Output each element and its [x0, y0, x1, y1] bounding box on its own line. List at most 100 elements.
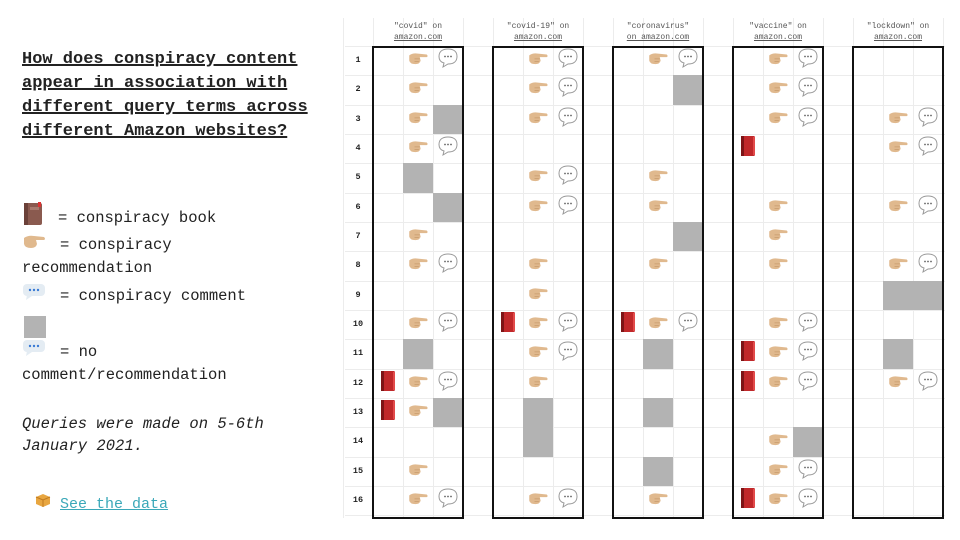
grid-line — [345, 133, 945, 135]
content-cell — [643, 193, 673, 222]
legend-comment: = conspiracy comment — [22, 283, 246, 309]
row-number: 12 — [352, 377, 364, 388]
content-cell — [673, 310, 703, 339]
grid-line — [913, 18, 914, 518]
no-content-cell — [523, 427, 553, 457]
book-icon — [620, 311, 636, 338]
content-cell — [403, 134, 433, 163]
legend-recommendation-label: = conspiracy — [60, 236, 172, 255]
column-header-query: "covid" on — [393, 22, 442, 31]
pointing-hand-icon — [767, 491, 789, 510]
content-cell — [763, 193, 793, 222]
pointing-hand-icon — [767, 198, 789, 217]
content-cell — [523, 193, 553, 222]
speech-bubble-icon — [797, 311, 819, 338]
column-header: "coronavirus" on amazon.com — [613, 21, 703, 43]
column-header-site: amazon.com — [393, 33, 442, 42]
pointing-hand-icon — [407, 110, 429, 129]
content-cell — [733, 339, 763, 368]
content-cell — [793, 46, 823, 75]
content-cell — [373, 369, 403, 398]
content-cell — [763, 427, 793, 456]
content-cell — [763, 222, 793, 251]
pointing-hand-icon — [527, 286, 549, 305]
content-cell — [403, 369, 433, 398]
content-cell — [523, 163, 553, 192]
query-group-box — [852, 46, 944, 519]
row-number: 6 — [355, 201, 361, 212]
content-cell — [913, 251, 943, 280]
content-cell — [433, 310, 463, 339]
book-icon — [380, 399, 396, 426]
content-cell — [793, 310, 823, 339]
column-header-query: "coronavirus" — [626, 22, 690, 31]
content-cell — [793, 75, 823, 104]
content-cell — [403, 486, 433, 515]
no-content-cell — [643, 456, 673, 486]
no-content-cell — [433, 104, 463, 134]
speech-bubble-icon — [797, 47, 819, 74]
no-content-cell — [883, 280, 913, 310]
pointing-hand-icon — [647, 315, 669, 334]
pointing-hand-icon — [767, 256, 789, 275]
row-number: 15 — [352, 465, 364, 476]
pointing-hand-icon — [767, 110, 789, 129]
column-header-site: amazon.com — [753, 33, 802, 42]
content-cell — [553, 486, 583, 515]
legend-none-label: = no — [60, 343, 98, 362]
speech-bubble-icon — [677, 47, 699, 74]
content-cell — [763, 457, 793, 486]
column-header: "vaccine" on amazon.com — [733, 21, 823, 43]
content-cell — [403, 222, 433, 251]
content-cell — [793, 339, 823, 368]
content-cell — [553, 163, 583, 192]
row-number: 3 — [355, 113, 361, 124]
column-header-query: "covid-19" on — [506, 22, 570, 31]
row-number: 7 — [355, 230, 361, 241]
content-cell — [553, 310, 583, 339]
content-cell — [793, 457, 823, 486]
legend-comment-label: = conspiracy comment — [60, 287, 247, 306]
speech-bubble-icon — [557, 47, 579, 74]
no-content-cell — [643, 339, 673, 369]
content-cell — [763, 339, 793, 368]
pointing-hand-icon — [887, 110, 909, 129]
speech-bubble-icon — [917, 194, 939, 221]
content-cell — [733, 486, 763, 515]
content-cell — [523, 281, 553, 310]
content-cell — [883, 134, 913, 163]
query-group-box — [612, 46, 704, 519]
content-cell — [523, 105, 553, 134]
no-content-cell — [433, 192, 463, 222]
pointing-hand-icon — [527, 256, 549, 275]
row-number: 14 — [352, 436, 364, 447]
content-cell — [643, 486, 673, 515]
content-cell — [403, 75, 433, 104]
grid-line — [345, 75, 945, 77]
pointing-hand-icon — [407, 403, 429, 422]
content-cell — [763, 105, 793, 134]
legend-recommendation: = conspiracy — [22, 232, 172, 258]
content-cell — [673, 46, 703, 75]
no-content-cell — [793, 427, 823, 457]
pointing-hand-icon — [407, 51, 429, 70]
content-cell — [643, 46, 673, 75]
row-number: 2 — [355, 84, 361, 95]
no-content-cell — [433, 397, 463, 428]
see-the-data-link[interactable]: See the data — [60, 496, 169, 513]
speech-bubble-icon — [917, 135, 939, 162]
pointing-hand-icon — [407, 491, 429, 510]
content-cell — [553, 105, 583, 134]
speech-bubble-icon — [22, 339, 46, 365]
content-cell — [553, 339, 583, 368]
content-cell — [643, 310, 673, 339]
pointing-hand-icon — [887, 198, 909, 217]
content-cell — [763, 75, 793, 104]
content-cell — [913, 369, 943, 398]
content-cell — [433, 134, 463, 163]
pointing-hand-icon — [407, 139, 429, 158]
legend-book-label: = conspiracy book — [58, 209, 217, 228]
book-icon — [22, 202, 44, 234]
grid-line — [345, 485, 945, 487]
no-content-cell — [673, 221, 703, 252]
